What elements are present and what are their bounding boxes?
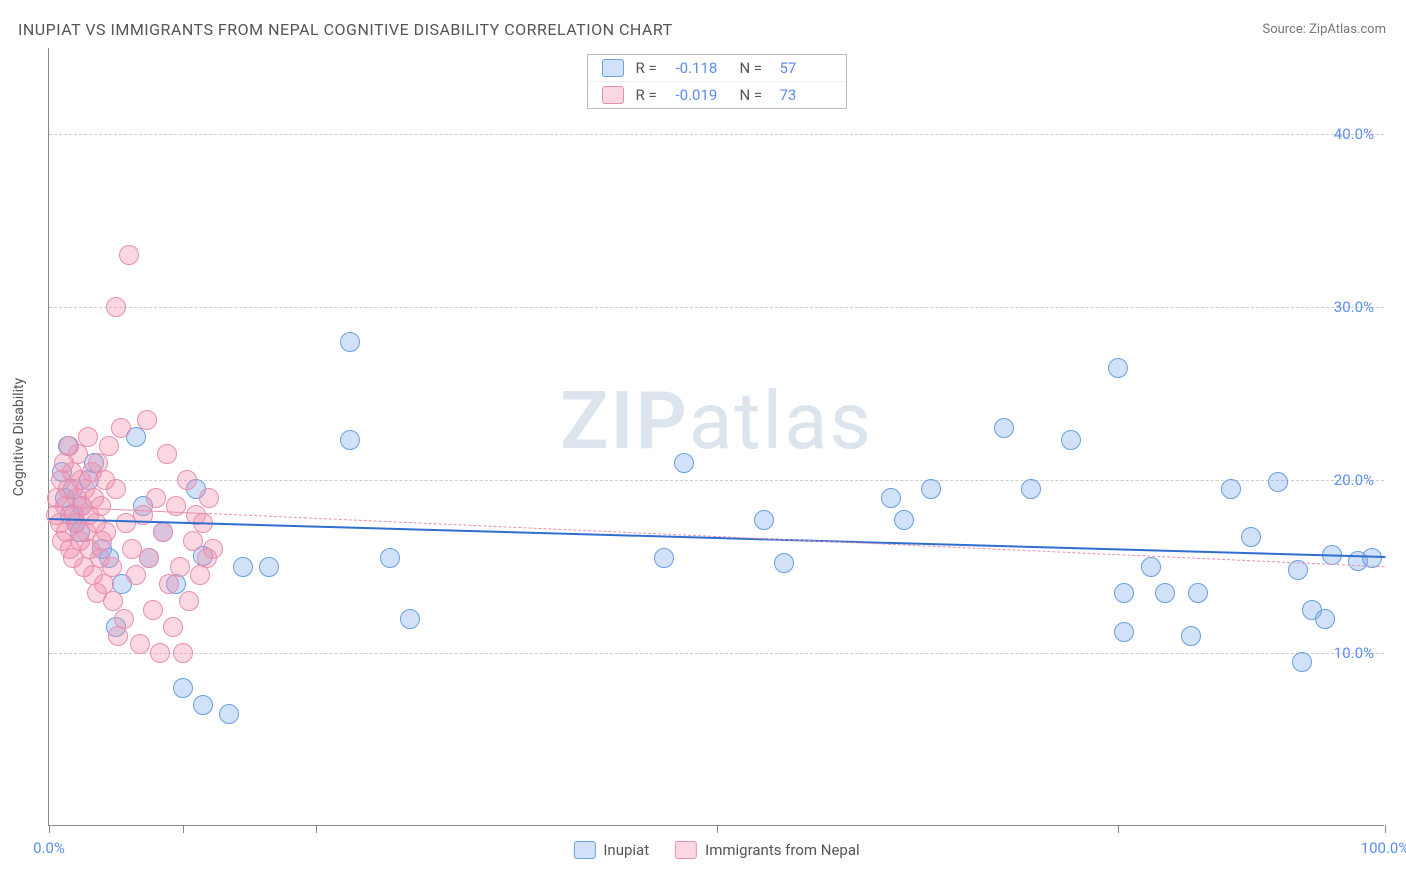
data-point-inupiat [1241, 527, 1261, 547]
swatch-inupiat [602, 59, 624, 77]
data-point-inupiat [1155, 583, 1175, 603]
data-point-nepal [157, 444, 177, 464]
data-point-nepal [179, 591, 199, 611]
data-point-inupiat [193, 695, 213, 715]
data-point-nepal [163, 617, 183, 637]
gridline [49, 653, 1384, 654]
legend-row-inupiat: R = -0.118 N = 57 [588, 55, 846, 81]
data-point-inupiat [259, 557, 279, 577]
data-point-nepal [139, 548, 159, 568]
data-point-inupiat [1114, 622, 1134, 642]
legend-item-nepal: Immigrants from Nepal [675, 841, 860, 859]
x-tick [183, 825, 184, 833]
source-label: Source: [1262, 22, 1309, 37]
data-point-inupiat [1221, 479, 1241, 499]
data-point-nepal [91, 496, 111, 516]
data-point-nepal [150, 643, 170, 663]
x-tick [717, 825, 718, 833]
data-point-inupiat [340, 430, 360, 450]
data-point-inupiat [380, 548, 400, 568]
data-point-inupiat [219, 704, 239, 724]
swatch-nepal [602, 86, 624, 104]
x-tick [1118, 825, 1119, 833]
data-point-nepal [190, 565, 210, 585]
data-point-nepal [153, 522, 173, 542]
swatch-nepal [675, 841, 697, 859]
x-tick [1385, 825, 1386, 833]
data-point-nepal [199, 488, 219, 508]
y-tick-label: 40.0% [1334, 125, 1374, 143]
data-point-nepal [68, 444, 88, 464]
chart-container: INUPIAT VS IMMIGRANTS FROM NEPAL COGNITI… [0, 0, 1406, 892]
data-point-inupiat [1292, 652, 1312, 672]
data-point-inupiat [1188, 583, 1208, 603]
data-point-inupiat [1268, 472, 1288, 492]
data-point-inupiat [1141, 557, 1161, 577]
gridline [49, 480, 1384, 481]
watermark: ZIPatlas [560, 374, 873, 468]
y-tick-label: 10.0% [1334, 644, 1374, 662]
data-point-inupiat [1021, 479, 1041, 499]
data-point-nepal [99, 436, 119, 456]
source-value: ZipAtlas.com [1309, 22, 1386, 37]
data-point-inupiat [754, 510, 774, 530]
data-point-nepal [96, 522, 116, 542]
data-point-nepal [106, 479, 126, 499]
data-point-nepal [102, 557, 122, 577]
data-point-nepal [130, 634, 150, 654]
x-tick-label: 0.0% [33, 839, 65, 857]
data-point-inupiat [1315, 609, 1335, 629]
data-point-inupiat [1061, 430, 1081, 450]
gridline [49, 134, 1384, 135]
data-point-nepal [126, 565, 146, 585]
data-point-inupiat [173, 678, 193, 698]
data-point-nepal [114, 609, 134, 629]
plot-area: ZIPatlas Cognitive Disability R = -0.118… [48, 48, 1384, 826]
data-point-nepal [173, 643, 193, 663]
data-point-nepal [143, 600, 163, 620]
data-point-nepal [170, 557, 190, 577]
gridline [49, 307, 1384, 308]
data-point-nepal [159, 574, 179, 594]
data-point-nepal [146, 488, 166, 508]
data-point-nepal [177, 470, 197, 490]
data-point-nepal [108, 626, 128, 646]
data-point-inupiat [881, 488, 901, 508]
x-tick-label: 100.0% [1361, 839, 1406, 857]
data-point-inupiat [1181, 626, 1201, 646]
data-point-inupiat [1108, 358, 1128, 378]
chart-title: INUPIAT VS IMMIGRANTS FROM NEPAL COGNITI… [18, 20, 673, 39]
x-tick [316, 825, 317, 833]
data-point-inupiat [400, 609, 420, 629]
data-point-nepal [137, 410, 157, 430]
y-tick-label: 20.0% [1334, 471, 1374, 489]
legend-item-inupiat: Inupiat [573, 841, 649, 859]
data-point-inupiat [340, 332, 360, 352]
legend-correlation: R = -0.118 N = 57 R = -0.019 N = 73 [587, 54, 847, 109]
y-axis-label: Cognitive Disability [11, 377, 27, 495]
data-point-inupiat [674, 453, 694, 473]
data-point-nepal [119, 245, 139, 265]
data-point-inupiat [654, 548, 674, 568]
swatch-inupiat [573, 841, 595, 859]
data-point-inupiat [774, 553, 794, 573]
data-point-inupiat [894, 510, 914, 530]
data-point-inupiat [994, 418, 1014, 438]
data-point-nepal [203, 539, 223, 559]
legend-series: Inupiat Immigrants from Nepal [573, 841, 859, 859]
legend-row-nepal: R = -0.019 N = 73 [588, 81, 846, 108]
data-point-nepal [183, 531, 203, 551]
data-point-nepal [166, 496, 186, 516]
x-tick [49, 825, 50, 833]
trend-line [49, 518, 1385, 558]
y-tick-label: 30.0% [1334, 298, 1374, 316]
data-point-nepal [106, 297, 126, 317]
data-point-nepal [111, 418, 131, 438]
data-point-nepal [78, 427, 98, 447]
source-attribution: Source: ZipAtlas.com [1262, 22, 1386, 37]
data-point-inupiat [233, 557, 253, 577]
data-point-inupiat [921, 479, 941, 499]
data-point-inupiat [1114, 583, 1134, 603]
